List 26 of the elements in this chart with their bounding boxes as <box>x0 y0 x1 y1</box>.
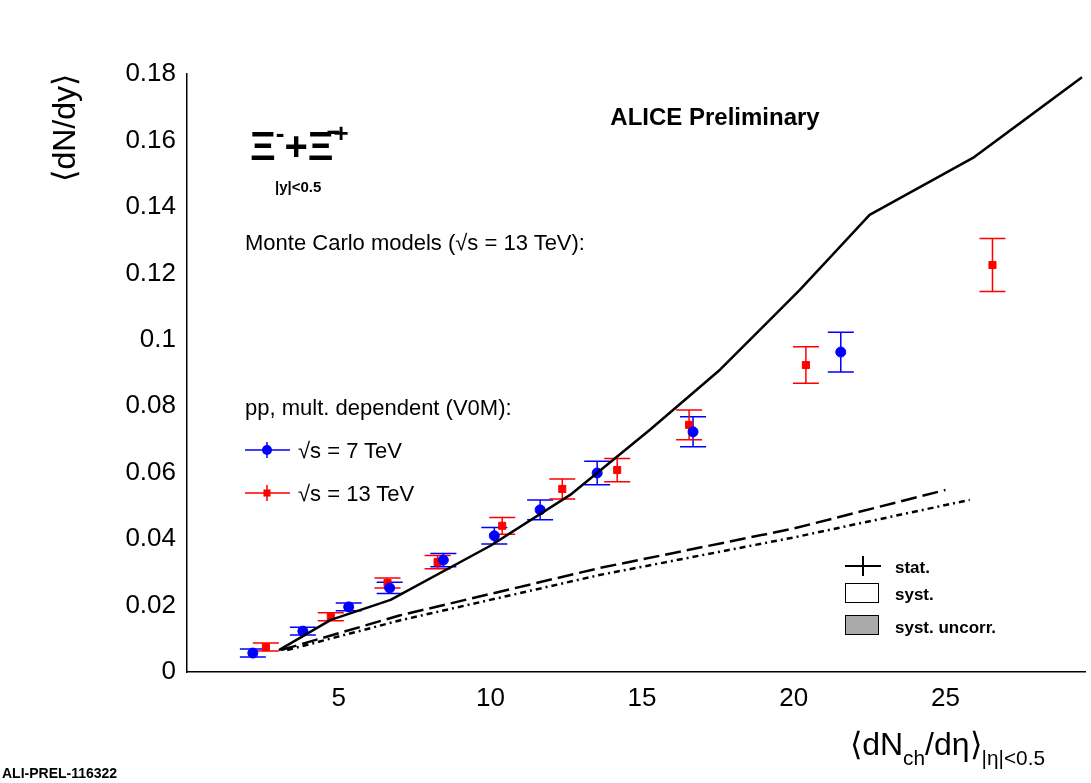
y-tick-label: 0.1 <box>139 322 176 353</box>
y-tick-label: 0 <box>161 655 176 686</box>
x-tick-label: 20 <box>779 681 809 712</box>
annotation: |y|<0.5 <box>275 178 322 195</box>
annotation: ALICE Preliminary <box>610 103 821 130</box>
y-tick-label: 0.04 <box>125 522 176 553</box>
x-tick-label: 5 <box>331 681 346 712</box>
x-tick-label: 15 <box>627 681 657 712</box>
annotation: pp, mult. dependent (V0M): <box>245 395 512 420</box>
annotation: stat. <box>895 558 930 577</box>
y-axis-title: ⟨dN/dy⟩ <box>46 74 82 182</box>
y-tick-label: 0.02 <box>125 588 176 619</box>
y-tick-label: 0.08 <box>125 389 176 420</box>
y-tick-label: 0.12 <box>125 256 176 287</box>
annotation: Monte Carlo models (√s = 13 TeV): <box>245 230 585 255</box>
x-tick-label: 25 <box>930 681 960 712</box>
x-tick-label: 10 <box>475 681 505 712</box>
y-tick-label: 0.06 <box>125 455 176 486</box>
y-tick-label: 0.16 <box>125 123 176 154</box>
y-tick-label: 0.18 <box>125 57 176 88</box>
legend-label: √s = 13 TeV <box>298 481 415 506</box>
annotation: syst. uncorr. <box>895 618 997 637</box>
annotation: syst. <box>895 585 934 604</box>
legend-label: √s = 7 TeV <box>298 438 403 463</box>
y-tick-label: 0.14 <box>125 190 176 221</box>
text: ALI-PREL-116322 <box>2 765 118 781</box>
